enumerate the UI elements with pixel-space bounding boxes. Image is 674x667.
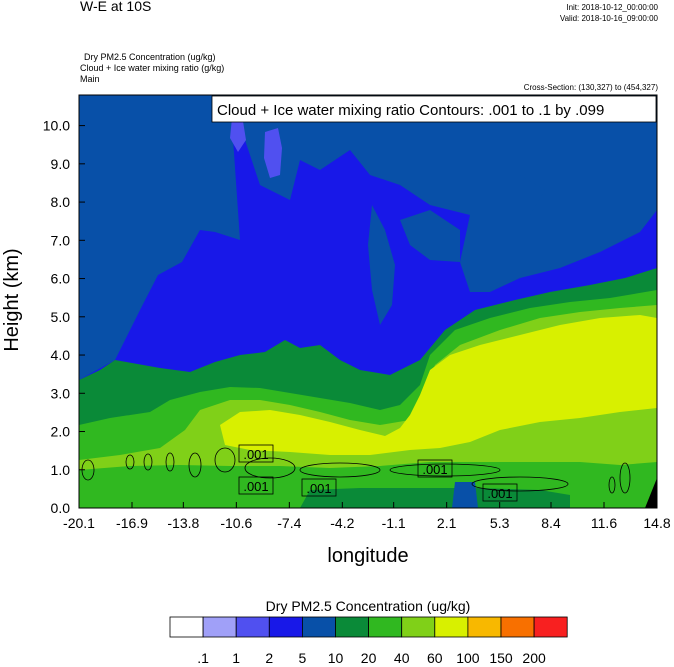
contour-label-box (417, 459, 453, 478)
x-tick-label: -4.2 (330, 515, 354, 531)
cloud-ice-contours (81, 447, 631, 494)
x-tick-label: -1.1 (382, 515, 406, 531)
y-tick-label: 2.0 (51, 424, 71, 440)
contour-label: .001 (243, 479, 268, 494)
y-tick-label: 8.0 (51, 194, 71, 210)
colorbar-level: 200 (522, 650, 546, 666)
contour-labels: .001 .001 .001 .001 .001 (238, 444, 518, 502)
y-axis: 0.0 1.0 2.0 3.0 4.0 5.0 6.0 7.0 8.0 9.0 10.0 (43, 118, 85, 516)
y-tick-label: 9.0 (51, 156, 71, 172)
plot-frame (78, 94, 658, 509)
colorbar-level: .1 (197, 650, 209, 666)
x-tick-label: 2.1 (437, 515, 457, 531)
contour-label: .001 (422, 462, 447, 477)
field-name-pm25: Dry PM2.5 Concentration (ug/kg) (84, 52, 216, 62)
x-tick-label: 11.6 (591, 515, 617, 531)
colorbar-swatch (301, 616, 336, 638)
colorbar-level: 2 (265, 650, 273, 666)
y-tick-label: 6.0 (51, 271, 71, 287)
contour-label-box (301, 478, 337, 497)
colorbar-swatch (533, 616, 568, 638)
y-tick-label: 7.0 (51, 232, 71, 248)
y-axis-label: Height (km) (1, 248, 23, 351)
contour-label: .001 (243, 447, 268, 462)
colorbar-swatch (335, 616, 369, 638)
colorbar-level: 150 (489, 650, 513, 666)
y-tick-label: 1.0 (51, 462, 71, 478)
field-name-main: Main (80, 74, 100, 84)
x-tick-label: -13.8 (167, 515, 199, 531)
plot-title: W-E at 10S (80, 0, 152, 14)
x-tick-label: 14.8 (643, 515, 670, 531)
colorbar-level: 5 (299, 650, 307, 666)
y-tick-label: 4.0 (51, 347, 71, 363)
contour-label: .001 (306, 481, 331, 496)
colorbar-level: 10 (328, 650, 344, 666)
x-axis: -20.1 -16.9 -13.8 -10.6 -7.4 -4.2 -1.1 2.1 5.3 8.… (63, 502, 671, 531)
x-tick-label: -20.1 (63, 515, 95, 531)
colorbar-level: 100 (456, 650, 480, 666)
field-name-cloud-ice: Cloud + Ice water mixing ratio (g/kg) (80, 63, 225, 73)
colorbar-title: Dry PM2.5 Concentration (ug/kg) (266, 598, 471, 614)
contour-label-box (238, 444, 274, 463)
colorbar-swatch (467, 616, 502, 638)
contour-label-box (482, 483, 518, 502)
valid-time: Valid: 2018-10-16_09:00:00 (559, 14, 658, 23)
colorbar: .1 1 2 5 10 20 40 60 100 150 200 (169, 616, 568, 666)
colorbar-swatch (235, 616, 270, 638)
y-tick-label: 0.0 (51, 500, 71, 516)
y-tick-label: 3.0 (51, 385, 71, 401)
contour-info-box (211, 95, 657, 123)
y-tick-label: 10.0 (43, 118, 70, 134)
colorbar-swatch (434, 616, 469, 638)
x-tick-label: -16.9 (116, 515, 148, 531)
colorbar-swatch (500, 616, 535, 638)
colorbar-swatch (268, 616, 303, 638)
pm25-filled-contours (79, 95, 657, 508)
x-tick-label: -10.6 (220, 515, 252, 531)
init-time: Init: 2018-10-12_00:00:00 (566, 3, 658, 12)
colorbar-swatch (368, 616, 403, 638)
colorbar-level: 60 (427, 650, 443, 666)
x-tick-label: 5.3 (490, 515, 510, 531)
colorbar-level: 20 (361, 650, 377, 666)
colorbar-level: 40 (394, 650, 410, 666)
x-tick-label: 8.4 (541, 515, 561, 531)
colorbar-swatch (202, 616, 237, 638)
cross-section-label: Cross-Section: (130,327) to (454,327) (523, 83, 658, 92)
y-tick-label: 5.0 (51, 309, 71, 325)
x-tick-label: -7.4 (277, 515, 301, 531)
contour-label: .001 (487, 486, 512, 501)
x-axis-label: longitude (327, 545, 408, 567)
contour-info-text: Cloud + Ice water mixing ratio Contours:… (217, 102, 604, 119)
colorbar-swatch (169, 616, 204, 638)
contour-label-box (238, 476, 274, 495)
colorbar-level: 1 (232, 650, 240, 666)
colorbar-swatch (401, 616, 436, 638)
